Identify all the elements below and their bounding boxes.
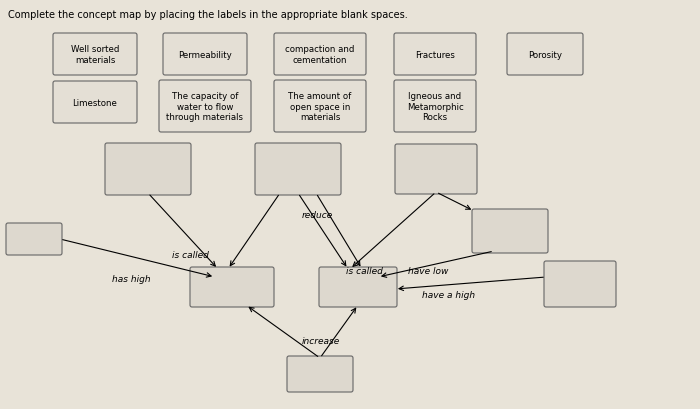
FancyBboxPatch shape: [274, 34, 366, 76]
FancyBboxPatch shape: [163, 34, 247, 76]
FancyBboxPatch shape: [274, 81, 366, 133]
FancyBboxPatch shape: [105, 144, 191, 196]
Text: is called: is called: [172, 251, 209, 260]
FancyBboxPatch shape: [472, 209, 548, 254]
Text: increase: increase: [302, 337, 340, 346]
FancyBboxPatch shape: [53, 82, 137, 124]
Text: is called: is called: [346, 267, 383, 276]
Text: compaction and
cementation: compaction and cementation: [286, 45, 355, 65]
Text: Fractures: Fractures: [415, 50, 455, 59]
Text: Igneous and
Metamorphic
Rocks: Igneous and Metamorphic Rocks: [407, 92, 463, 121]
FancyBboxPatch shape: [507, 34, 583, 76]
FancyBboxPatch shape: [287, 356, 353, 392]
Text: have low: have low: [408, 267, 449, 276]
FancyBboxPatch shape: [394, 34, 476, 76]
Text: Permeability: Permeability: [178, 50, 232, 59]
FancyBboxPatch shape: [394, 81, 476, 133]
FancyBboxPatch shape: [53, 34, 137, 76]
FancyBboxPatch shape: [6, 223, 62, 255]
Text: has high: has high: [112, 275, 150, 284]
Text: Well sorted
materials: Well sorted materials: [71, 45, 119, 65]
Text: reduce: reduce: [302, 211, 333, 220]
Text: Porosity: Porosity: [528, 50, 562, 59]
FancyBboxPatch shape: [255, 144, 341, 196]
Text: have a high: have a high: [422, 290, 475, 299]
Text: The amount of
open space in
materials: The amount of open space in materials: [288, 92, 351, 121]
FancyBboxPatch shape: [319, 267, 397, 307]
FancyBboxPatch shape: [395, 145, 477, 195]
FancyBboxPatch shape: [544, 261, 616, 307]
FancyBboxPatch shape: [159, 81, 251, 133]
FancyBboxPatch shape: [190, 267, 274, 307]
Text: Limestone: Limestone: [73, 98, 118, 107]
Text: The capacity of
water to flow
through materials: The capacity of water to flow through ma…: [167, 92, 244, 121]
Text: Complete the concept map by placing the labels in the appropriate blank spaces.: Complete the concept map by placing the …: [8, 10, 407, 20]
